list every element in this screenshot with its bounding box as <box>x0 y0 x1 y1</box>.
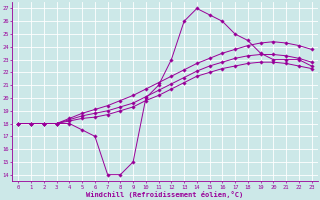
X-axis label: Windchill (Refroidissement éolien,°C): Windchill (Refroidissement éolien,°C) <box>86 191 244 198</box>
